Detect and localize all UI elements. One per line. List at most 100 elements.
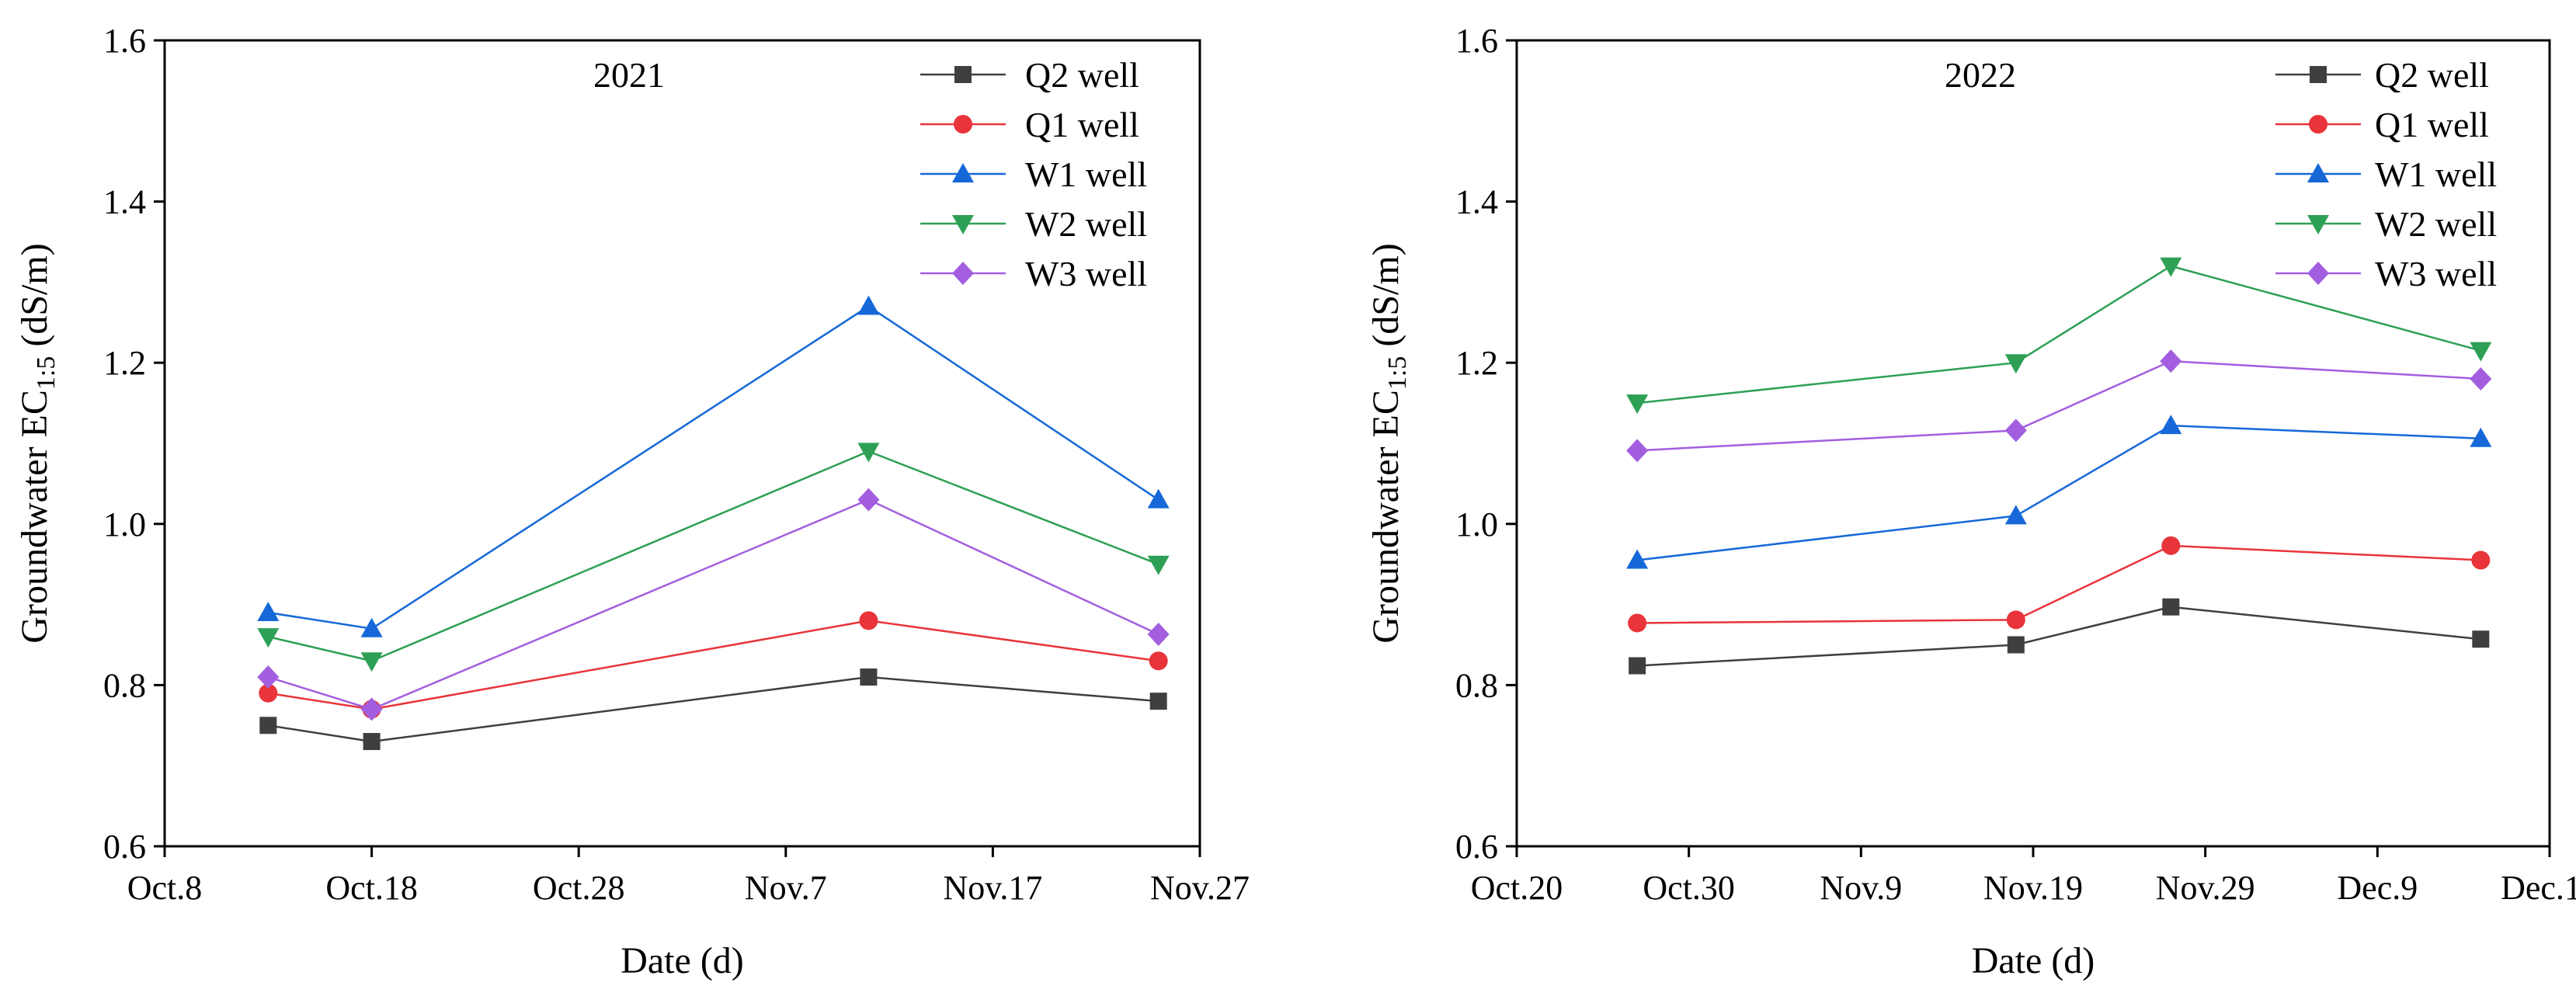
x-axis-label: Date (d) bbox=[1972, 940, 2095, 981]
series-line bbox=[1637, 544, 2481, 624]
legend-label: Q2 well bbox=[1025, 55, 1139, 95]
x-tick-label: Oct.18 bbox=[325, 869, 418, 907]
legend-label: Q2 well bbox=[2375, 55, 2489, 95]
legend-marker bbox=[954, 66, 972, 83]
data-point bbox=[257, 628, 280, 648]
x-tick-label: Oct.20 bbox=[1471, 869, 1563, 907]
data-point bbox=[2160, 415, 2182, 435]
x-tick-label: Nov.27 bbox=[1150, 869, 1250, 907]
data-point bbox=[259, 717, 277, 734]
legend-marker bbox=[952, 215, 974, 234]
data-point bbox=[1626, 549, 1649, 569]
legend-label: W2 well bbox=[1025, 204, 1147, 244]
chart-panel-2021: 0.6 0.8 1.0 1.2 1.4 1.6 Oct.8 Oct.18 Oct.28 Nov.7… bbox=[14, 22, 1250, 981]
y-axis-label: Groundwater EC1:5 (dS/m) bbox=[1365, 243, 1412, 643]
x-tick-label: Oct.30 bbox=[1643, 869, 1735, 907]
data-point bbox=[1629, 657, 1646, 675]
y-tick-label: 0.6 bbox=[103, 828, 146, 866]
y-tick-label: 1.6 bbox=[103, 22, 146, 60]
chart-title: 2021 bbox=[593, 55, 665, 95]
y-tick-label: 1.0 bbox=[1455, 505, 1498, 543]
legend-label: W2 well bbox=[2375, 204, 2497, 244]
chart-panel-2022: 0.6 0.8 1.0 1.2 1.4 1.6 Oct.20 Oct.30 Nov.9 Nov.1… bbox=[1365, 22, 2576, 981]
chart-title: 2022 bbox=[1945, 55, 2016, 95]
data-point bbox=[360, 617, 383, 637]
x-tick-label: Nov.9 bbox=[1820, 869, 1902, 907]
series-line bbox=[1637, 424, 2481, 561]
y-tick-label: 0.8 bbox=[1455, 666, 1498, 704]
data-point bbox=[1626, 439, 1649, 463]
data-point bbox=[857, 443, 880, 463]
data-point bbox=[2471, 550, 2491, 570]
data-point bbox=[2470, 427, 2492, 447]
series-line bbox=[267, 498, 1159, 710]
legend-marker bbox=[952, 163, 974, 182]
y-tick-label: 1.4 bbox=[1455, 183, 1498, 221]
series-line bbox=[1637, 265, 2481, 405]
data-point bbox=[2006, 610, 2025, 630]
data-point bbox=[1628, 613, 1647, 633]
legend-marker bbox=[2307, 262, 2329, 285]
legend-marker bbox=[952, 262, 974, 285]
y-tick-label: 1.6 bbox=[1455, 22, 1498, 60]
y-tick-label: 0.8 bbox=[103, 666, 146, 704]
y-axis-label: Groundwater EC1:5 (dS/m) bbox=[14, 243, 61, 643]
data-point bbox=[1149, 693, 1167, 710]
data-point bbox=[857, 488, 880, 512]
legend-label: W1 well bbox=[1025, 155, 1147, 194]
data-point bbox=[2007, 636, 2025, 654]
legend-label: W1 well bbox=[2375, 155, 2497, 194]
data-point bbox=[857, 295, 880, 315]
data-point bbox=[1626, 394, 1649, 415]
legend-label: Q1 well bbox=[1025, 105, 1139, 144]
series-line bbox=[268, 305, 1159, 630]
plot-frame bbox=[163, 39, 1201, 848]
data-point bbox=[2160, 349, 2182, 373]
data-point bbox=[859, 611, 878, 630]
data-point bbox=[1147, 623, 1170, 647]
series-line bbox=[1637, 606, 2481, 667]
x-tick-label: Nov.17 bbox=[943, 869, 1042, 907]
data-point bbox=[2004, 354, 2027, 374]
legend-marker bbox=[954, 115, 972, 134]
y-tick-label: 0.6 bbox=[1455, 828, 1498, 866]
data-point bbox=[2162, 598, 2180, 616]
data-point bbox=[2004, 418, 2027, 443]
data-point bbox=[2160, 257, 2182, 277]
legend-marker bbox=[2310, 66, 2327, 83]
legend-marker bbox=[2307, 215, 2329, 234]
x-tick-label: Dec.9 bbox=[2337, 869, 2418, 907]
x-tick-label: Nov.19 bbox=[1983, 869, 2083, 907]
data-point bbox=[360, 697, 383, 721]
x-tick-label: Nov.29 bbox=[2156, 869, 2255, 907]
x-tick-label: Dec.19 bbox=[2501, 869, 2576, 907]
x-tick-label: Oct.28 bbox=[533, 869, 625, 907]
legend-label: W3 well bbox=[2375, 254, 2497, 293]
data-point bbox=[257, 665, 280, 689]
data-point bbox=[259, 683, 278, 703]
data-point bbox=[2472, 630, 2490, 648]
data-point bbox=[2161, 536, 2181, 555]
y-tick-label: 1.2 bbox=[103, 344, 146, 382]
legend-marker bbox=[2307, 163, 2329, 182]
data-point bbox=[257, 601, 280, 621]
y-tick-label: 1.4 bbox=[103, 183, 146, 221]
legend-label: Q1 well bbox=[2375, 105, 2489, 144]
x-axis-label: Date (d) bbox=[621, 940, 744, 981]
data-point bbox=[860, 668, 878, 686]
data-point bbox=[2470, 366, 2492, 391]
y-tick-label: 1.0 bbox=[103, 505, 146, 543]
legend-label: W3 well bbox=[1025, 254, 1147, 293]
data-point bbox=[2004, 505, 2027, 525]
series-line bbox=[1637, 359, 2481, 452]
series-line bbox=[268, 620, 1159, 710]
x-tick-label: Oct.8 bbox=[127, 869, 203, 907]
data-point bbox=[1147, 555, 1170, 575]
series-line bbox=[268, 450, 1159, 662]
data-point bbox=[1147, 488, 1170, 509]
x-tick-label: Nov.7 bbox=[745, 869, 827, 907]
data-point bbox=[360, 652, 383, 672]
series-line bbox=[268, 675, 1159, 743]
legend-marker bbox=[2309, 115, 2327, 134]
